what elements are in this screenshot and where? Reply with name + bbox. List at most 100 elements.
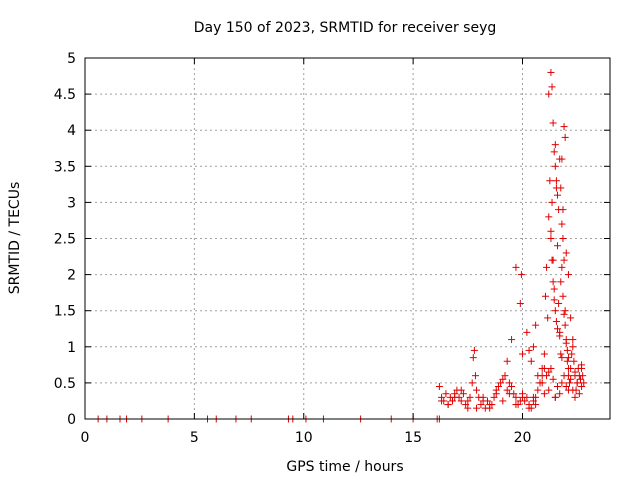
data-point (521, 397, 529, 405)
data-point (473, 404, 481, 412)
data-point (508, 336, 516, 344)
data-point (547, 235, 555, 242)
data-point (547, 227, 555, 235)
data-point (551, 141, 559, 149)
data-point (562, 339, 570, 347)
data-point (552, 177, 560, 185)
data-point (559, 235, 567, 242)
data-point (544, 314, 552, 322)
data-point (545, 368, 553, 376)
data-point (512, 263, 520, 271)
data-point (486, 401, 494, 409)
data-point (551, 307, 559, 315)
data-point (567, 375, 575, 383)
x-tick-label: 5 (190, 430, 199, 446)
y-tick-label: 2 (67, 268, 76, 284)
data-point (477, 401, 485, 409)
data-point (569, 336, 577, 344)
data-point (558, 379, 566, 387)
data-point (578, 361, 586, 369)
data-point (479, 393, 487, 401)
data-point (549, 375, 557, 383)
data-point (545, 213, 553, 221)
data-point (512, 393, 520, 401)
data-point (505, 390, 513, 398)
data-point (547, 364, 555, 372)
data-point (564, 386, 572, 394)
data-point (563, 357, 571, 365)
data-point (449, 397, 456, 405)
data-point (540, 390, 548, 398)
data-point (580, 379, 588, 387)
data-point (567, 314, 575, 322)
data-point (543, 263, 551, 271)
y-tick-label: 0.5 (54, 376, 76, 392)
grid (85, 58, 610, 419)
data-point (563, 346, 571, 354)
data-point (558, 220, 566, 228)
data-point (558, 263, 566, 271)
data-point (549, 278, 557, 286)
data-point (470, 346, 478, 354)
data-point (557, 278, 565, 286)
data-point (462, 401, 470, 409)
data-point (554, 242, 561, 250)
data-point (468, 379, 476, 387)
data-point (503, 357, 511, 365)
data-point (562, 383, 570, 391)
x-tick-label: 0 (81, 430, 90, 446)
data-point (525, 404, 533, 412)
data-point (503, 386, 511, 394)
data-point (532, 401, 540, 409)
data-point (543, 372, 551, 380)
data-point (457, 397, 465, 405)
data-point (459, 390, 467, 398)
data-point (466, 393, 474, 401)
data-point (573, 379, 581, 387)
data-point (512, 401, 520, 409)
data-point (559, 292, 567, 300)
data-point (551, 393, 559, 401)
data-point (532, 321, 540, 329)
data-point (570, 357, 578, 365)
data-point (538, 379, 546, 387)
data-point (516, 299, 524, 307)
data-point (471, 372, 479, 380)
data-point (556, 390, 564, 398)
y-tick-label: 3 (67, 195, 76, 211)
data-point (523, 328, 531, 336)
data-point (501, 372, 509, 380)
data-point (566, 379, 574, 387)
data-point (569, 343, 577, 351)
data-point (484, 397, 491, 405)
chart-title: Day 150 of 2023, SRMTID for receiver sey… (194, 20, 497, 36)
y-axis-label: SRMTID / TECUs (7, 182, 23, 295)
data-point (561, 133, 569, 141)
data-point (562, 249, 570, 257)
data-point (557, 350, 565, 358)
x-axis-label: GPS time / hours (286, 459, 403, 475)
data-point (534, 372, 542, 380)
data-point (554, 191, 561, 199)
y-tick-label: 0 (67, 412, 76, 428)
data-point (464, 404, 472, 412)
data-point (560, 310, 568, 318)
data-point (548, 83, 556, 91)
data-point (560, 123, 568, 131)
y-tick-label: 4 (67, 123, 76, 139)
data-point (469, 354, 477, 362)
data-point (554, 325, 561, 333)
y-tick-label: 5 (67, 51, 76, 67)
data-point (556, 155, 564, 163)
data-point (545, 386, 553, 394)
data-point (578, 383, 586, 391)
data-point (444, 401, 452, 409)
data-point (579, 372, 587, 380)
data-point (552, 318, 560, 326)
data-point (540, 350, 548, 358)
data-point (571, 368, 579, 376)
data-point (534, 386, 542, 394)
data-point (549, 119, 557, 127)
data-point (519, 393, 526, 401)
